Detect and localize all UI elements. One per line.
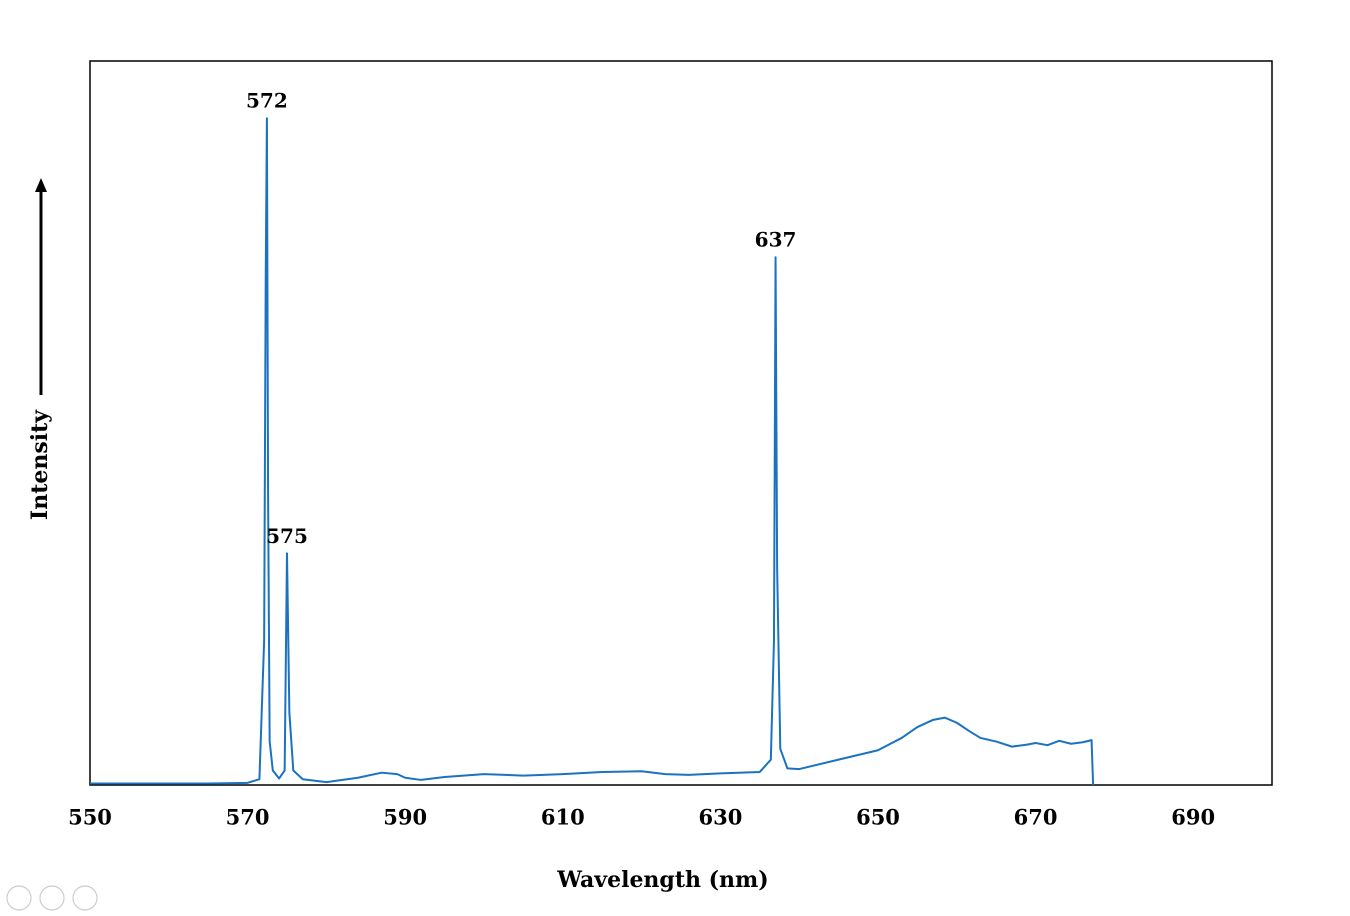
x-axis-title: Wavelength (nm) <box>556 867 768 893</box>
spectrum-line <box>90 117 1095 786</box>
icon[interactable] <box>39 885 65 911</box>
plot-frame <box>89 60 1273 786</box>
x-tick-label: 670 <box>1014 805 1058 830</box>
peak-label: 637 <box>755 228 797 252</box>
peak-label: 575 <box>266 524 308 548</box>
y-axis-arrowhead <box>35 178 47 192</box>
peak-label: 572 <box>246 89 288 113</box>
icon[interactable] <box>6 885 32 911</box>
x-tick-label: 610 <box>541 805 585 830</box>
icon[interactable] <box>72 885 98 911</box>
x-tick-label: 690 <box>1171 805 1215 830</box>
toolbar-icons <box>6 885 98 911</box>
x-tick-label: 650 <box>856 805 900 830</box>
x-tick-label: 590 <box>383 805 427 830</box>
y-axis-title: Intensity <box>27 409 53 520</box>
x-tick-label: 630 <box>698 805 742 830</box>
x-tick-label: 570 <box>226 805 270 830</box>
x-tick-label: 550 <box>68 805 112 830</box>
